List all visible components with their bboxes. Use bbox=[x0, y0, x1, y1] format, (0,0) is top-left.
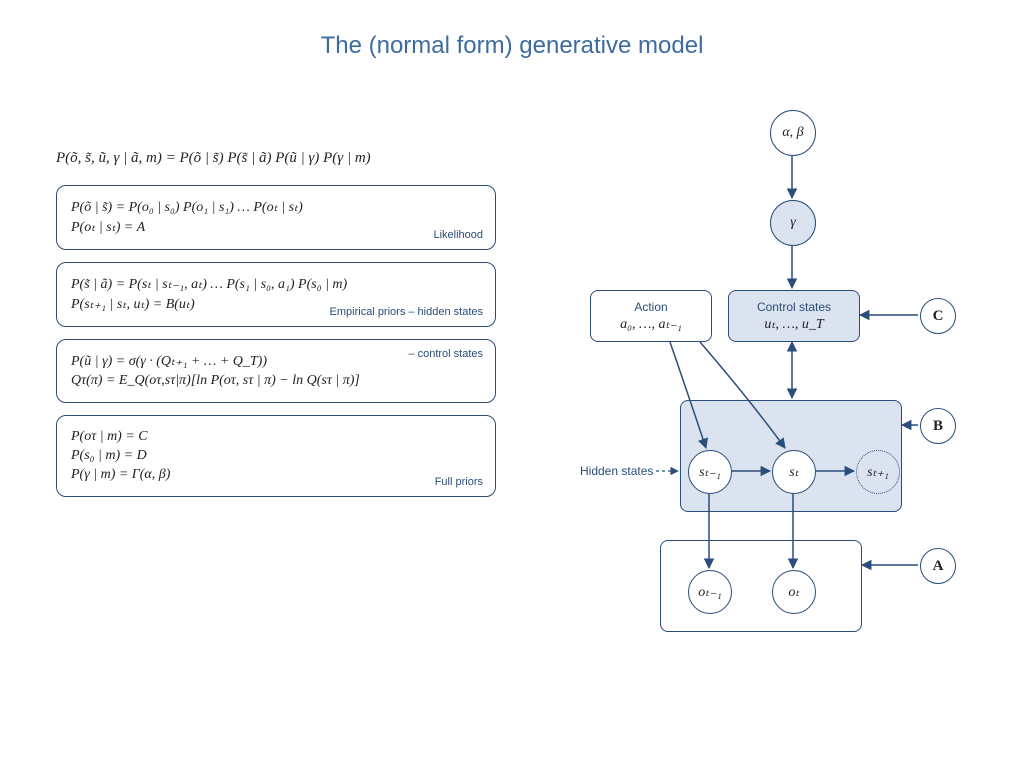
box-label: – control states bbox=[408, 348, 483, 360]
eq: P(γ | m) = Γ(α, β) bbox=[71, 467, 481, 483]
likelihood-box: P(õ | s̃) = P(o₀ | s₀) P(o₁ | s₁) … P(oₜ… bbox=[56, 185, 496, 250]
factorization-equation: P(õ, s̃, ũ, γ | ã, m) = P(õ | s̃) P(s̃ |… bbox=[56, 150, 496, 167]
eq: P(s̃ | ã) = P(sₜ | sₜ₋₁, aₜ) … P(s₁ | s₀… bbox=[71, 276, 481, 293]
action-sub: a₀, …, aₜ₋₁ bbox=[620, 316, 682, 333]
box-label: Likelihood bbox=[433, 229, 483, 241]
param-c: C bbox=[920, 298, 956, 334]
s-next-node: sₜ₊₁ bbox=[856, 450, 900, 494]
eq: Qτ(π) = E_Q(oτ,sτ|π)[ln P(oτ, sτ | π) − … bbox=[71, 373, 481, 389]
o-t-node: oₜ bbox=[772, 570, 816, 614]
eq: P(s₀ | m) = D bbox=[71, 448, 481, 464]
s-t-node: sₜ bbox=[772, 450, 816, 494]
empirical-priors-hidden-box: P(s̃ | ã) = P(sₜ | sₜ₋₁, aₜ) … P(s₁ | s₀… bbox=[56, 262, 496, 327]
hidden-states-label: Hidden states bbox=[580, 464, 653, 478]
s-prev-node: sₜ₋₁ bbox=[688, 450, 732, 494]
eq: P(oτ | m) = C bbox=[71, 429, 481, 445]
param-a: A bbox=[920, 548, 956, 584]
action-title: Action bbox=[634, 300, 667, 314]
alpha-beta-node: α, β bbox=[770, 110, 816, 156]
control-title: Control states bbox=[757, 300, 831, 314]
graphical-model: Action a₀, …, aₜ₋₁ Control states uₜ, …,… bbox=[560, 100, 1000, 660]
box-label: Full priors bbox=[435, 476, 483, 488]
gamma-node: γ bbox=[770, 200, 816, 246]
action-box: Action a₀, …, aₜ₋₁ bbox=[590, 290, 712, 342]
page-title: The (normal form) generative model bbox=[0, 32, 1024, 60]
control-sub: uₜ, …, u_T bbox=[764, 316, 823, 333]
full-priors-box: P(oτ | m) = C P(s₀ | m) = D P(γ | m) = Γ… bbox=[56, 415, 496, 497]
box-label: Empirical priors – hidden states bbox=[330, 306, 483, 318]
control-box: Control states uₜ, …, u_T bbox=[728, 290, 860, 342]
o-prev-node: oₜ₋₁ bbox=[688, 570, 732, 614]
eq: P(õ | s̃) = P(o₀ | s₀) P(o₁ | s₁) … P(oₜ… bbox=[71, 199, 481, 216]
control-states-box: – control states P(ũ | γ) = σ(γ · (Qₜ₊₁ … bbox=[56, 339, 496, 403]
equations-panel: P(õ, s̃, ũ, γ | ã, m) = P(õ | s̃) P(s̃ |… bbox=[56, 150, 496, 509]
eq: P(oₜ | sₜ) = A bbox=[71, 219, 481, 236]
param-b: B bbox=[920, 408, 956, 444]
